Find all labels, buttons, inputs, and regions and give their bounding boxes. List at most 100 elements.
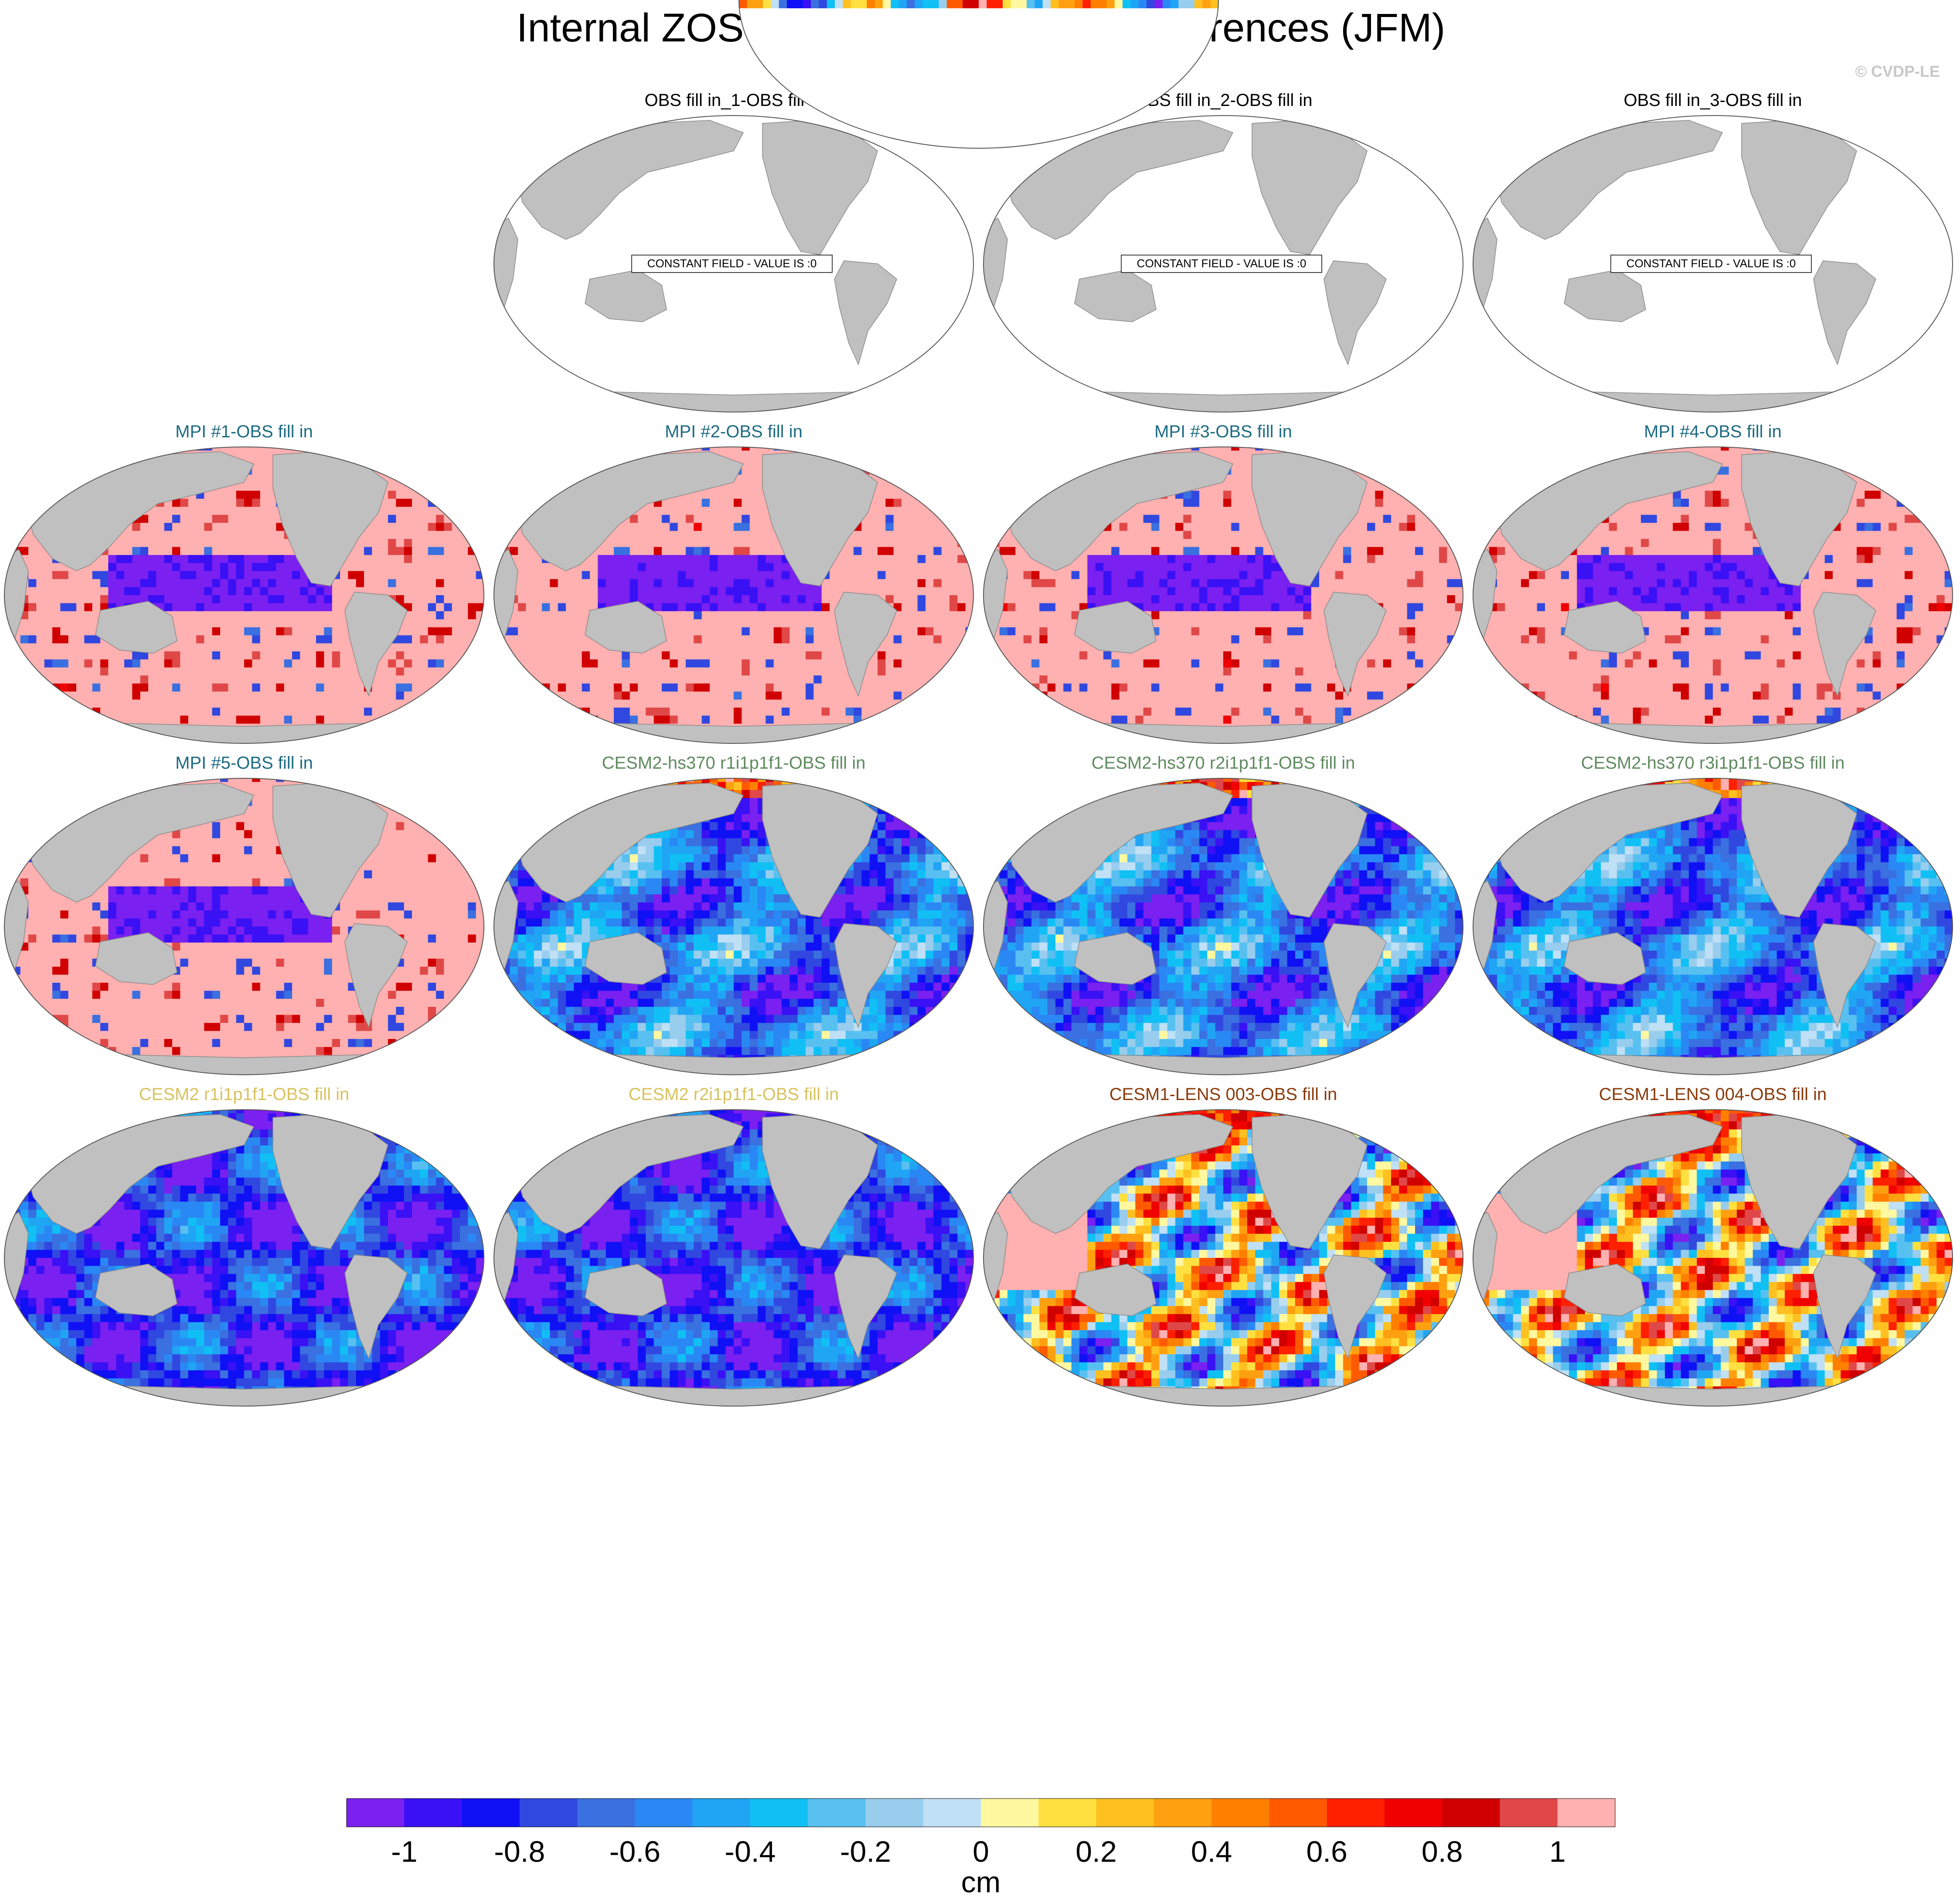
colorbar-swatch [1557,1799,1616,1827]
map-border [4,1109,484,1407]
panel-title: CESM2-hs370 r2i1p1f1-OBS fill in [1092,753,1355,773]
colorbar-swatch [1211,1799,1269,1827]
map-body [983,778,1463,1075]
colorbar-swatch [1384,1799,1443,1827]
map-panel: OBS fill in_3-OBS fill in CONSTANT FIELD … [1473,91,1953,412]
land-mask [494,451,973,743]
map-body [494,1110,973,1406]
map-border [493,446,974,744]
land-mask [4,1114,484,1406]
colorbar-tick-label: -0.6 [609,1835,660,1868]
colorbar: -1 -0.8 -0.6 -0.4 -0.2 0 0.2 0.4 0.6 0.8 1 cm [346,1798,1616,1899]
colorbar-tick-label: 0.4 [1191,1835,1232,1868]
constant-field-label: CONSTANT FIELD - VALUE IS :0 [1627,257,1796,270]
watermark: © CVDP-LE [1855,62,1940,80]
constant-field-box [1121,255,1322,273]
colorbar-tick-label: 1 [1549,1835,1566,1868]
land-mask [983,1114,1463,1406]
colorbar-swatch [1269,1799,1327,1827]
panel-title: OBS fill in_3-OBS fill in [1623,91,1802,110]
panel-title: MPI #1-OBS fill in [175,422,313,441]
map-border [4,778,484,1075]
land-mask [1473,783,1953,1075]
map-border [1473,446,1953,744]
map-body [4,447,484,743]
colorbar-swatch [347,1799,405,1827]
map-border [1473,778,1953,1075]
colorbar-tick-label: -0.8 [494,1835,545,1868]
map-border [493,115,974,412]
colorbar-tick-label: 0.2 [1075,1835,1117,1868]
map-panel: CESM1-LENS 005-OBS fill in [738,0,1219,149]
colorbar-swatch [981,1799,1039,1827]
map-panel: MPI #4-OBS fill in [1473,422,1953,744]
land-mask [1473,451,1953,743]
land-mask [4,451,484,743]
map-body [494,778,973,1075]
colorbar-swatch [750,1799,808,1827]
map-border [983,446,1463,744]
land-mask [4,783,484,1075]
map-body [1473,447,1953,743]
map-panel: MPI #5-OBS fill in [4,753,484,1075]
colorbar-swatch [462,1799,520,1827]
constant-field-label: CONSTANT FIELD - VALUE IS :0 [647,257,817,270]
map-panel: MPI #2-OBS fill in [493,422,974,744]
panel-title: CESM1-LENS 004-OBS fill in [1599,1085,1827,1104]
colorbar-swatch [923,1799,981,1827]
colorbar-swatch [1096,1799,1154,1827]
map-body [1473,1110,1953,1406]
map-border [983,1109,1463,1407]
map-panel: CESM2-hs370 r3i1p1f1-OBS fill in [1473,753,1953,1075]
map-body [494,116,973,412]
land-mask [983,451,1463,743]
map-panel: CESM2 r1i1p1f1-OBS fill in [4,1085,484,1407]
map-border [493,778,974,1075]
map-panel: CESM2-hs370 r2i1p1f1-OBS fill in [983,753,1463,1075]
constant-field-box [1610,255,1812,273]
map-body [983,1110,1463,1406]
map-border [4,446,484,744]
map-border [493,1109,974,1407]
colorbar-tick-label: 0.6 [1306,1835,1348,1868]
colorbar-swatch [1038,1799,1097,1827]
panel-title: CESM2-hs370 r1i1p1f1-OBS fill in [602,753,866,773]
panel-title: MPI #4-OBS fill in [1644,422,1782,441]
map-border [983,778,1463,1075]
colorbar-swatch [865,1799,924,1827]
panel-title: CESM2-hs370 r3i1p1f1-OBS fill in [1581,753,1845,773]
colorbar-swatch [577,1799,635,1827]
map-body [983,116,1463,412]
land-mask [494,783,973,1075]
map-panel: MPI #1-OBS fill in [4,422,484,744]
map-body [983,447,1463,743]
panel-title: CESM1-LENS 003-OBS fill in [1109,1085,1337,1104]
map-panel: CESM1-LENS 003-OBS fill in [983,1085,1463,1407]
colorbar-tick-label: -1 [391,1835,417,1868]
map-panel: CESM2 r2i1p1f1-OBS fill in [493,1085,974,1407]
panel-title: MPI #5-OBS fill in [175,753,313,773]
map-panel: CESM2-hs370 r1i1p1f1-OBS fill in [493,753,974,1075]
constant-field-box [631,255,833,273]
map-body [1473,778,1953,1075]
colorbar-tick-label: -0.4 [725,1835,776,1868]
colorbar-swatch [635,1799,693,1827]
colorbar-swatch [519,1799,578,1827]
map-border [983,115,1463,412]
colorbar-swatch [1154,1799,1212,1827]
colorbar-frame [346,1798,1616,1827]
colorbar-tick-label: 0 [973,1835,989,1868]
map-body [4,1110,484,1406]
colorbar-tick-label: -0.2 [840,1835,891,1868]
map-border [1473,115,1953,412]
map-panel: CESM1-LENS 004-OBS fill in [1473,1085,1953,1407]
land-mask [983,783,1463,1075]
panel-title: MPI #2-OBS fill in [665,422,803,441]
map-body [1473,116,1953,412]
map-border [1473,1109,1953,1407]
colorbar-swatch [1442,1799,1500,1827]
colorbar-tick-label: 0.8 [1422,1835,1463,1868]
